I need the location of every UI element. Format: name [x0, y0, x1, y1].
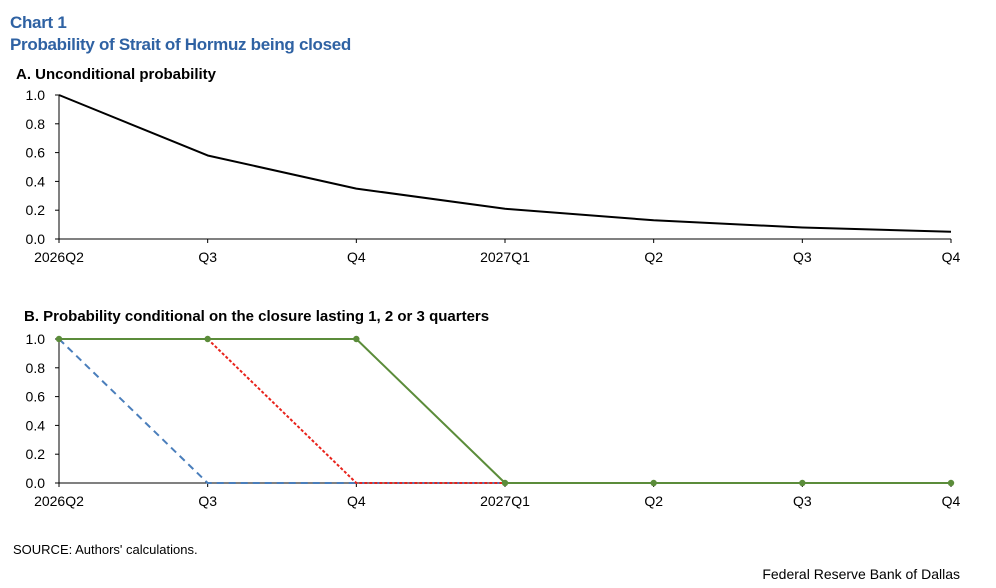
- panel-a-y-tick-label: 0.4: [26, 173, 46, 189]
- panel-b-x-tick-label: Q2: [644, 493, 663, 509]
- panel-b-y-tick-label: 0.8: [26, 360, 46, 376]
- panel-b-y-tick-label: 0.4: [26, 417, 46, 433]
- panel-b-series-3-point: [650, 479, 657, 487]
- panel-b-series-1-line: [58, 338, 951, 484]
- panel-b-series-3-point: [55, 335, 63, 343]
- panel-b-series-3-point: [204, 335, 211, 343]
- panel-b-x-tick-label: Q3: [198, 493, 217, 509]
- panel-b-x-tick-label: Q4: [347, 493, 366, 509]
- panel-a-y-tick-label: 0.6: [26, 145, 46, 161]
- panel-b-y-tick-label: 1.0: [26, 331, 46, 347]
- panel-b-y-tick-label: 0.0: [26, 475, 46, 491]
- panel-b-series-3-point: [501, 479, 509, 487]
- panel-a-y-tick-label: 0.8: [26, 116, 46, 132]
- chart-title: Probability of Strait of Hormuz being cl…: [10, 35, 351, 54]
- panel-a-title: A. Unconditional probability: [16, 66, 216, 83]
- panel-a-y-tick-label: 0.2: [26, 202, 46, 218]
- panel-b-series-3-point: [947, 479, 955, 487]
- panel-a-x-tick-label: Q3: [793, 249, 812, 265]
- panel-b-x-tick-label: 2026Q2: [34, 493, 84, 509]
- panel-b-x-tick-label: 2027Q1: [480, 493, 530, 509]
- panel-a-x-tick-label: 2027Q1: [480, 249, 530, 265]
- panel-a-x-tick-label: 2026Q2: [34, 249, 84, 265]
- panel-b-y-tick-label: 0.2: [26, 446, 46, 462]
- panel-a-x-tick-label: Q4: [942, 249, 961, 265]
- panel-b-series-3-point: [799, 479, 806, 487]
- source-note: SOURCE: Authors' calculations.: [13, 542, 198, 557]
- panel-b-y-tick-label: 0.6: [26, 389, 46, 405]
- panel-a-x-tick-label: Q3: [198, 249, 217, 265]
- panel-b-series-2-line: [206, 338, 951, 484]
- panel-a-x-tick-label: Q4: [347, 249, 366, 265]
- panel-a-series-1-line: [58, 94, 952, 233]
- chart-number: Chart 1: [10, 13, 67, 32]
- panel-b-series-3-line: [59, 338, 951, 484]
- panel-a-y-tick-label: 1.0: [26, 87, 46, 103]
- panel-b-x-tick-label: Q4: [942, 493, 961, 509]
- panel-b-title: B. Probability conditional on the closur…: [24, 308, 490, 325]
- panel-a-y-tick-label: 0.0: [26, 231, 46, 247]
- panel-b-series-3-point: [353, 335, 360, 343]
- publisher-credit: Federal Reserve Bank of Dallas: [762, 566, 960, 582]
- panel-a-x-tick-label: Q2: [644, 249, 663, 265]
- panel-b-x-tick-label: Q3: [793, 493, 812, 509]
